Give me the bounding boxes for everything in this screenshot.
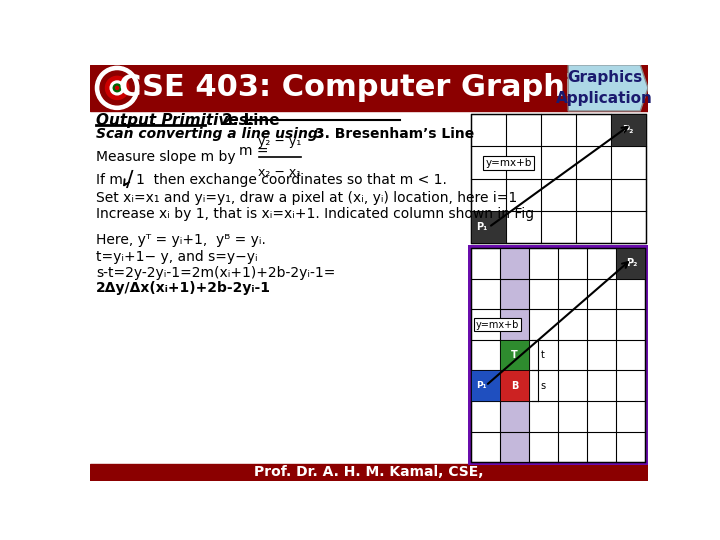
Text: Measure slope m by: Measure slope m by bbox=[96, 150, 236, 164]
Text: 2. Line: 2. Line bbox=[222, 113, 279, 128]
Text: s-t=2y-2yᵢ-1=2m(xᵢ+1)+2b-2yᵢ-1=: s-t=2y-2yᵢ-1=2m(xᵢ+1)+2b-2yᵢ-1= bbox=[96, 266, 336, 280]
Text: 3. Bresenham’s Line: 3. Bresenham’s Line bbox=[315, 127, 474, 141]
Bar bbox=[472, 248, 645, 462]
Text: t: t bbox=[541, 350, 544, 360]
Text: ∕: ∕ bbox=[126, 170, 133, 190]
Bar bbox=[500, 340, 529, 370]
Bar bbox=[472, 114, 646, 244]
Text: y=mx+b: y=mx+b bbox=[485, 158, 531, 167]
Bar bbox=[611, 114, 646, 146]
Bar bbox=[500, 248, 529, 462]
Circle shape bbox=[106, 76, 129, 99]
Text: s: s bbox=[541, 381, 546, 390]
Bar bbox=[468, 245, 648, 465]
Text: Scan converting a line using:: Scan converting a line using: bbox=[96, 127, 323, 141]
Text: Graphics
Application: Graphics Application bbox=[556, 70, 653, 106]
Bar bbox=[500, 370, 529, 401]
Text: Set xᵢ=x₁ and yᵢ=y₁, draw a pixel at (xᵢ, yᵢ) location, here i=1: Set xᵢ=x₁ and yᵢ=y₁, draw a pixel at (xᵢ… bbox=[96, 191, 518, 205]
Text: T: T bbox=[511, 350, 518, 360]
Text: Output Primitives:: Output Primitives: bbox=[96, 113, 254, 128]
Text: Prof. Dr. A. H. M. Kamal, CSE,: Prof. Dr. A. H. M. Kamal, CSE, bbox=[254, 465, 484, 479]
Polygon shape bbox=[568, 65, 648, 111]
Text: B: B bbox=[511, 381, 518, 390]
Circle shape bbox=[96, 66, 139, 110]
Bar bbox=[90, 464, 648, 481]
Text: Here, yᵀ = yᵢ+1,  yᴮ = yᵢ.: Here, yᵀ = yᵢ+1, yᴮ = yᵢ. bbox=[96, 233, 266, 247]
Text: y=mx+b: y=mx+b bbox=[476, 320, 519, 329]
Circle shape bbox=[110, 81, 124, 95]
Text: x₂ − x₁: x₂ − x₁ bbox=[258, 166, 302, 179]
Text: Increase xᵢ by 1, that is xᵢ=xᵢ+1. Indicated column shown in Fig: Increase xᵢ by 1, that is xᵢ=xᵢ+1. Indic… bbox=[96, 207, 534, 221]
Bar bbox=[472, 370, 500, 401]
Text: m =: m = bbox=[239, 144, 269, 158]
Text: 1  then exchange coordinates so that m < 1.: 1 then exchange coordinates so that m < … bbox=[137, 173, 447, 187]
Text: y₂ − y₁: y₂ − y₁ bbox=[258, 135, 302, 148]
Text: t=yᵢ+1− y, and s=y−yᵢ: t=yᵢ+1− y, and s=y−yᵢ bbox=[96, 249, 258, 264]
Text: 2Δy/Δx(xᵢ+1)+2b-2yᵢ-1: 2Δy/Δx(xᵢ+1)+2b-2yᵢ-1 bbox=[96, 281, 271, 295]
Bar bbox=[616, 248, 645, 279]
Circle shape bbox=[116, 86, 119, 90]
Circle shape bbox=[100, 71, 134, 105]
Text: CSE 403: Computer Graphics: CSE 403: Computer Graphics bbox=[119, 73, 611, 103]
Text: If m: If m bbox=[96, 173, 123, 187]
Text: P₂: P₂ bbox=[623, 125, 634, 135]
Bar bbox=[90, 65, 648, 111]
Bar bbox=[472, 211, 506, 244]
Circle shape bbox=[113, 84, 121, 92]
Text: P₁: P₁ bbox=[476, 222, 487, 232]
Text: P₂: P₂ bbox=[626, 258, 638, 268]
Text: P₁: P₁ bbox=[476, 381, 487, 390]
